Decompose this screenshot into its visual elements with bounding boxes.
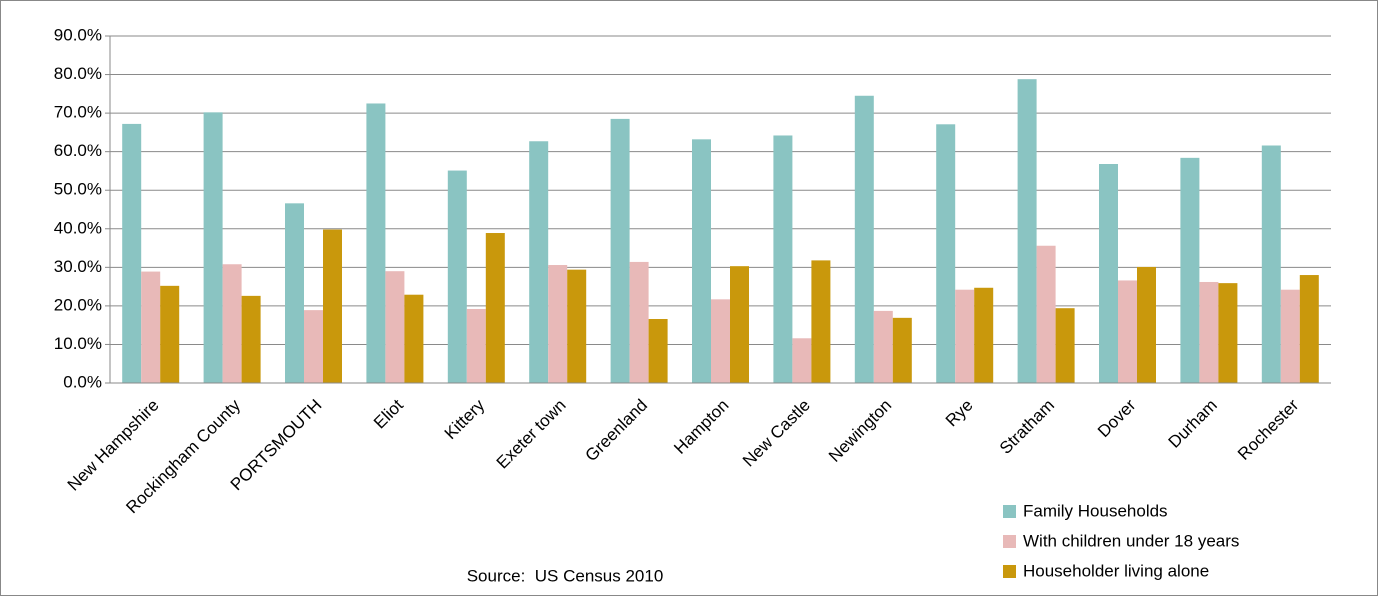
bar — [792, 338, 812, 383]
bar — [1299, 275, 1319, 383]
y-tick-label: 60.0% — [54, 141, 102, 160]
legend-label: Householder living alone — [1023, 561, 1209, 580]
legend-label: With children under 18 years — [1023, 531, 1239, 550]
y-tick-label: 50.0% — [54, 180, 102, 199]
bar — [1280, 289, 1300, 383]
bar — [1218, 283, 1238, 383]
bar — [548, 265, 568, 383]
bar — [203, 112, 223, 383]
bar — [366, 103, 386, 383]
bar — [1055, 308, 1075, 383]
legend-label: Family Households — [1023, 501, 1168, 520]
bar — [773, 135, 793, 383]
bar — [304, 310, 323, 383]
bar — [854, 95, 874, 383]
bar — [285, 203, 304, 383]
y-tick-label: 90.0% — [54, 25, 102, 44]
bar — [323, 229, 342, 383]
bar — [892, 317, 912, 383]
legend-swatch — [1003, 505, 1016, 518]
bar — [1261, 145, 1281, 383]
bar — [160, 285, 180, 383]
bar — [222, 264, 242, 383]
bar — [485, 233, 505, 383]
bar — [629, 261, 649, 383]
bar — [1036, 245, 1056, 383]
y-tick-label: 10.0% — [54, 334, 102, 353]
bar — [1118, 280, 1137, 383]
bar — [955, 289, 975, 383]
bar — [241, 295, 261, 383]
bar — [404, 294, 424, 383]
legend-swatch — [1003, 565, 1016, 578]
bar — [466, 308, 486, 383]
y-tick-label: 70.0% — [54, 103, 102, 122]
bar — [648, 318, 668, 383]
bar — [711, 299, 730, 383]
bar — [610, 118, 630, 384]
bar — [730, 266, 749, 383]
bar — [141, 271, 161, 383]
bar — [1137, 266, 1156, 383]
y-tick-label: 0.0% — [63, 372, 102, 391]
bar — [1199, 281, 1219, 383]
bar — [936, 124, 956, 383]
y-tick-label: 80.0% — [54, 64, 102, 83]
bar — [385, 271, 405, 383]
bar — [529, 141, 549, 383]
bar — [1099, 164, 1118, 383]
annotation: Source: US Census 2010 — [467, 566, 664, 585]
legend-swatch — [1003, 535, 1016, 548]
bar — [1180, 157, 1200, 383]
bar — [447, 170, 467, 383]
bar — [873, 310, 893, 383]
bar — [567, 269, 587, 383]
bar — [974, 287, 994, 383]
y-tick-label: 20.0% — [54, 295, 102, 314]
bar — [692, 139, 711, 383]
bar — [1017, 79, 1037, 383]
bar — [122, 123, 142, 383]
y-tick-label: 30.0% — [54, 257, 102, 276]
bar — [811, 260, 831, 383]
y-tick-label: 40.0% — [54, 218, 102, 237]
